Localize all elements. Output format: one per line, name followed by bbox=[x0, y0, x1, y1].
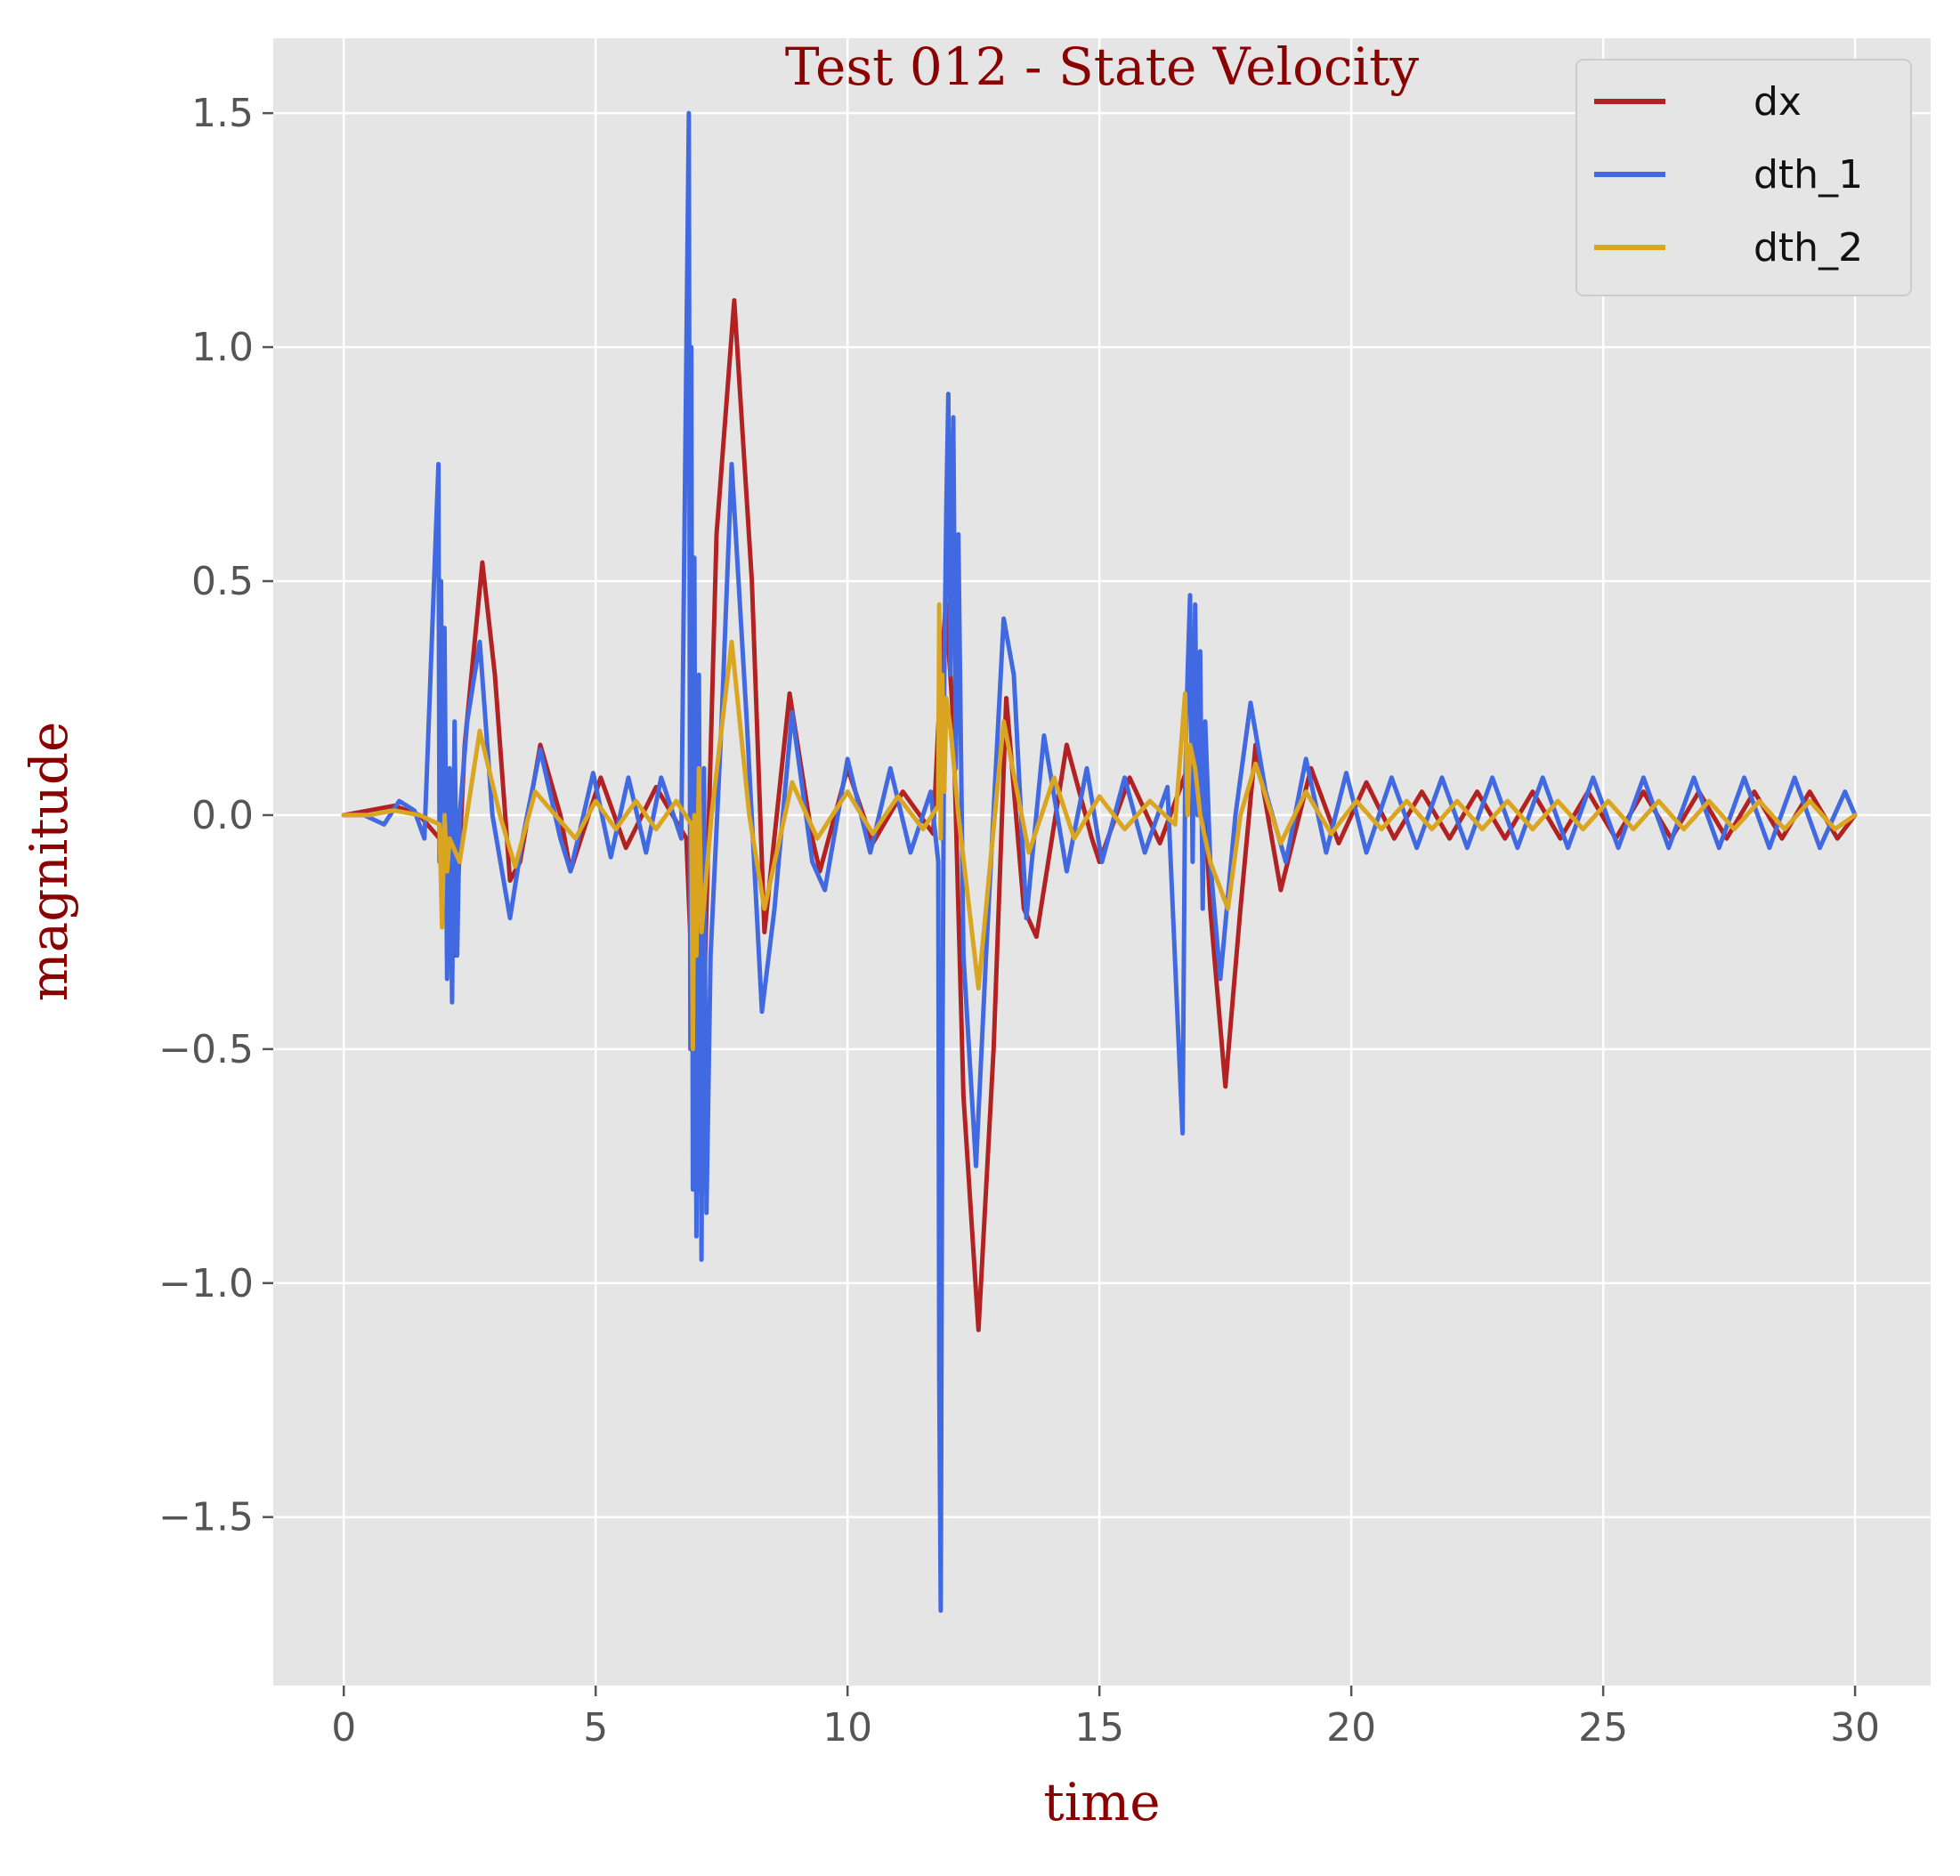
y-tick-label: −1.0 bbox=[158, 1261, 254, 1306]
x-tick-label: 20 bbox=[1326, 1705, 1376, 1751]
y-tick-label: 0.0 bbox=[191, 793, 254, 838]
axis-ticks: 0 5 10 15 20 25 30 −1.5 −1.0 −0.5 0.0 0.5 1.0 1.5 bbox=[158, 91, 1880, 1751]
grid bbox=[273, 38, 1931, 1686]
series-layer bbox=[341, 110, 1858, 1613]
x-axis-title: time bbox=[1043, 1772, 1160, 1832]
legend-label-dth-2: dth_2 bbox=[1753, 225, 1863, 271]
x-tick-label: 15 bbox=[1074, 1705, 1124, 1751]
y-tick-label: −0.5 bbox=[158, 1027, 254, 1072]
y-axis-title: magnitude bbox=[19, 722, 79, 1002]
legend: dx dth_1 dth_2 bbox=[1575, 59, 1912, 296]
legend-box bbox=[1575, 59, 1912, 296]
y-tick-label: 1.5 bbox=[191, 91, 254, 136]
y-tick-label: −1.5 bbox=[158, 1495, 254, 1540]
series-line-dth-2 bbox=[341, 602, 1858, 1052]
legend-label-dth-1: dth_1 bbox=[1753, 152, 1863, 198]
x-tick-label: 30 bbox=[1830, 1705, 1880, 1751]
legend-label-dx: dx bbox=[1753, 79, 1802, 125]
x-tick-label: 0 bbox=[331, 1705, 356, 1751]
y-tick-label: 1.0 bbox=[191, 325, 254, 370]
y-tick-label: 0.5 bbox=[191, 559, 254, 604]
chart-title: Test 012 - State Velocity bbox=[785, 36, 1420, 97]
x-tick-label: 10 bbox=[822, 1705, 872, 1751]
x-tick-label: 5 bbox=[583, 1705, 608, 1751]
x-tick-label: 25 bbox=[1578, 1705, 1628, 1751]
